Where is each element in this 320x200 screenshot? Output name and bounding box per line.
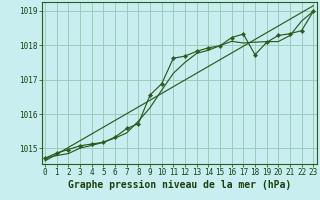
X-axis label: Graphe pression niveau de la mer (hPa): Graphe pression niveau de la mer (hPa)	[68, 180, 291, 190]
